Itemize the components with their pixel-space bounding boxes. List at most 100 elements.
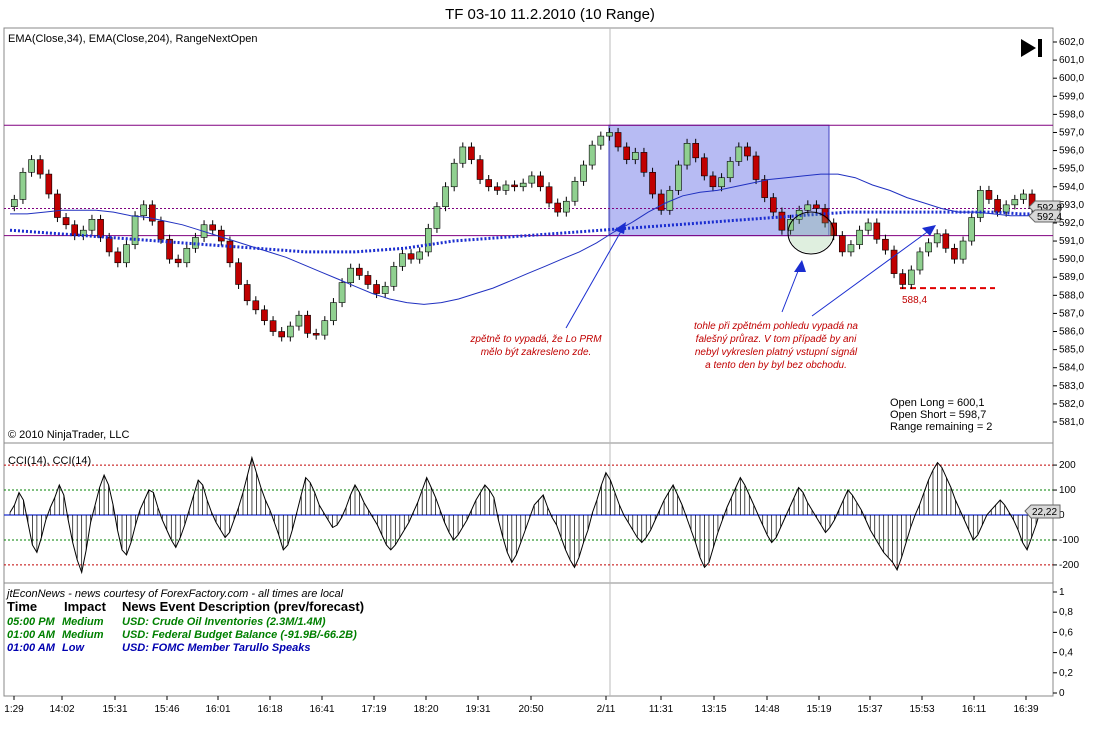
news-source: jtEconNews - news courtesy of ForexFacto… <box>5 588 344 600</box>
candle-body <box>338 282 346 303</box>
candle-body <box>278 331 286 338</box>
candle-body <box>261 309 268 321</box>
price-tick-label: 591,0 <box>1059 236 1084 247</box>
news-header-impact: Impact <box>64 599 107 614</box>
candle-body <box>1020 193 1027 200</box>
candle-body <box>649 171 656 195</box>
news-y-axis: 1 0,8 0,6 0,4 0,2 0 <box>1053 587 1073 699</box>
price-tick-label: 597,0 <box>1059 127 1084 138</box>
news-description: USD: Federal Budget Balance (-91.9B/-66.… <box>122 629 357 641</box>
price-tick-label: 589,0 <box>1059 272 1084 283</box>
candle-body <box>390 266 398 287</box>
candle-body <box>355 267 363 276</box>
price-tick-label: 594,0 <box>1059 182 1084 193</box>
news-tick-label: 0 <box>1059 688 1065 699</box>
candle-body <box>951 247 958 260</box>
news-description: USD: FOMC Member Tarullo Speaks <box>122 642 310 654</box>
candle-body <box>933 233 941 244</box>
candle-body <box>838 235 846 253</box>
candle-body <box>468 146 475 160</box>
candle-body <box>562 200 570 213</box>
candle-body <box>226 240 234 264</box>
next-bar-icon[interactable] <box>1021 39 1042 57</box>
candle-body <box>631 152 639 160</box>
candle-body <box>321 320 329 336</box>
candle-body <box>174 258 182 264</box>
candle-body <box>45 173 53 195</box>
x-tick-label: 14:02 <box>49 704 74 715</box>
candle-body <box>882 238 889 251</box>
candle-body <box>511 184 518 188</box>
x-tick-label: 16:39 <box>1013 704 1038 715</box>
cci-layer <box>4 455 1053 575</box>
candle-body <box>519 182 527 188</box>
candle-body <box>407 253 415 260</box>
candle-body <box>28 159 35 173</box>
price-tick-label: 581,0 <box>1059 417 1084 428</box>
cci-panel-frame <box>3 442 1054 584</box>
x-tick-label: 15:53 <box>909 704 934 715</box>
price-tick-label: 601,0 <box>1059 55 1084 66</box>
annotation-right-line3: nebyl vykreslen platný vstupní signál <box>695 347 858 358</box>
candle-body <box>88 219 96 231</box>
price-tick-label: 598,0 <box>1059 109 1084 120</box>
candle-body <box>209 224 217 231</box>
candle-body <box>787 219 794 231</box>
candle-body <box>761 179 769 198</box>
candle-body <box>606 132 613 137</box>
candle-body <box>217 229 225 242</box>
candle-body <box>580 164 587 182</box>
candle-body <box>450 162 458 188</box>
price-tick-label: 602,0 <box>1059 37 1084 48</box>
candle-body <box>304 314 311 334</box>
candle-body <box>769 197 777 213</box>
candle-body <box>105 237 113 253</box>
candle-body <box>62 217 70 226</box>
candle-body <box>709 175 717 188</box>
indicator-label: EMA(Close,34), EMA(Close,204), RangeNext… <box>8 33 257 45</box>
candle-body <box>1011 199 1019 206</box>
news-tick-label: 0,2 <box>1059 668 1073 679</box>
candle-body <box>312 333 320 336</box>
candle-body <box>476 159 484 180</box>
news-impact: Medium <box>62 616 104 628</box>
candle-body <box>97 219 104 238</box>
price-candles-layer <box>10 127 1045 342</box>
candle-body <box>1002 204 1010 213</box>
candle-body <box>252 300 260 311</box>
annotation-arrows <box>565 211 936 329</box>
annotation-left-line1: zpětně to vypadá, že Lo PRM <box>469 334 602 345</box>
candle-body <box>330 302 337 321</box>
candle-body <box>890 249 898 274</box>
candle-body <box>286 325 294 338</box>
candle-body <box>959 240 967 260</box>
cci-label: CCI(14), CCI(14) <box>8 455 91 467</box>
price-tick-label: 584,0 <box>1059 363 1084 374</box>
candle-body <box>114 251 122 264</box>
price-tick-label: 596,0 <box>1059 146 1084 157</box>
candle-body <box>459 146 467 164</box>
ema34-line <box>10 173 1046 305</box>
svg-text:592,8: 592,8 <box>1037 203 1062 214</box>
candle-body <box>804 204 812 211</box>
candle-body <box>10 199 18 207</box>
annotation-right-line1: tohle při zpětném pohledu vypadá na <box>694 321 858 332</box>
news-impact: Medium <box>62 629 104 641</box>
cci-tick-label: 100 <box>1059 485 1076 496</box>
candle-body <box>675 164 682 191</box>
cci-tick-label: -200 <box>1059 560 1079 571</box>
price-tick-label: 595,0 <box>1059 164 1084 175</box>
x-tick-label: 2/11 <box>597 704 616 715</box>
candle-body <box>502 184 510 191</box>
price-tick-label: 586,0 <box>1059 327 1084 338</box>
candle-body <box>847 244 855 253</box>
x-tick-label: 19:31 <box>465 704 490 715</box>
candle-body <box>19 171 27 200</box>
x-tick-label: 16:01 <box>205 704 230 715</box>
news-tick-label: 0,8 <box>1059 607 1073 618</box>
level-label: 588,4 <box>902 295 927 306</box>
candle-body <box>381 285 389 294</box>
candle-body <box>899 273 907 285</box>
news-tick-label: 0,6 <box>1059 627 1073 638</box>
candle-body <box>243 284 251 302</box>
